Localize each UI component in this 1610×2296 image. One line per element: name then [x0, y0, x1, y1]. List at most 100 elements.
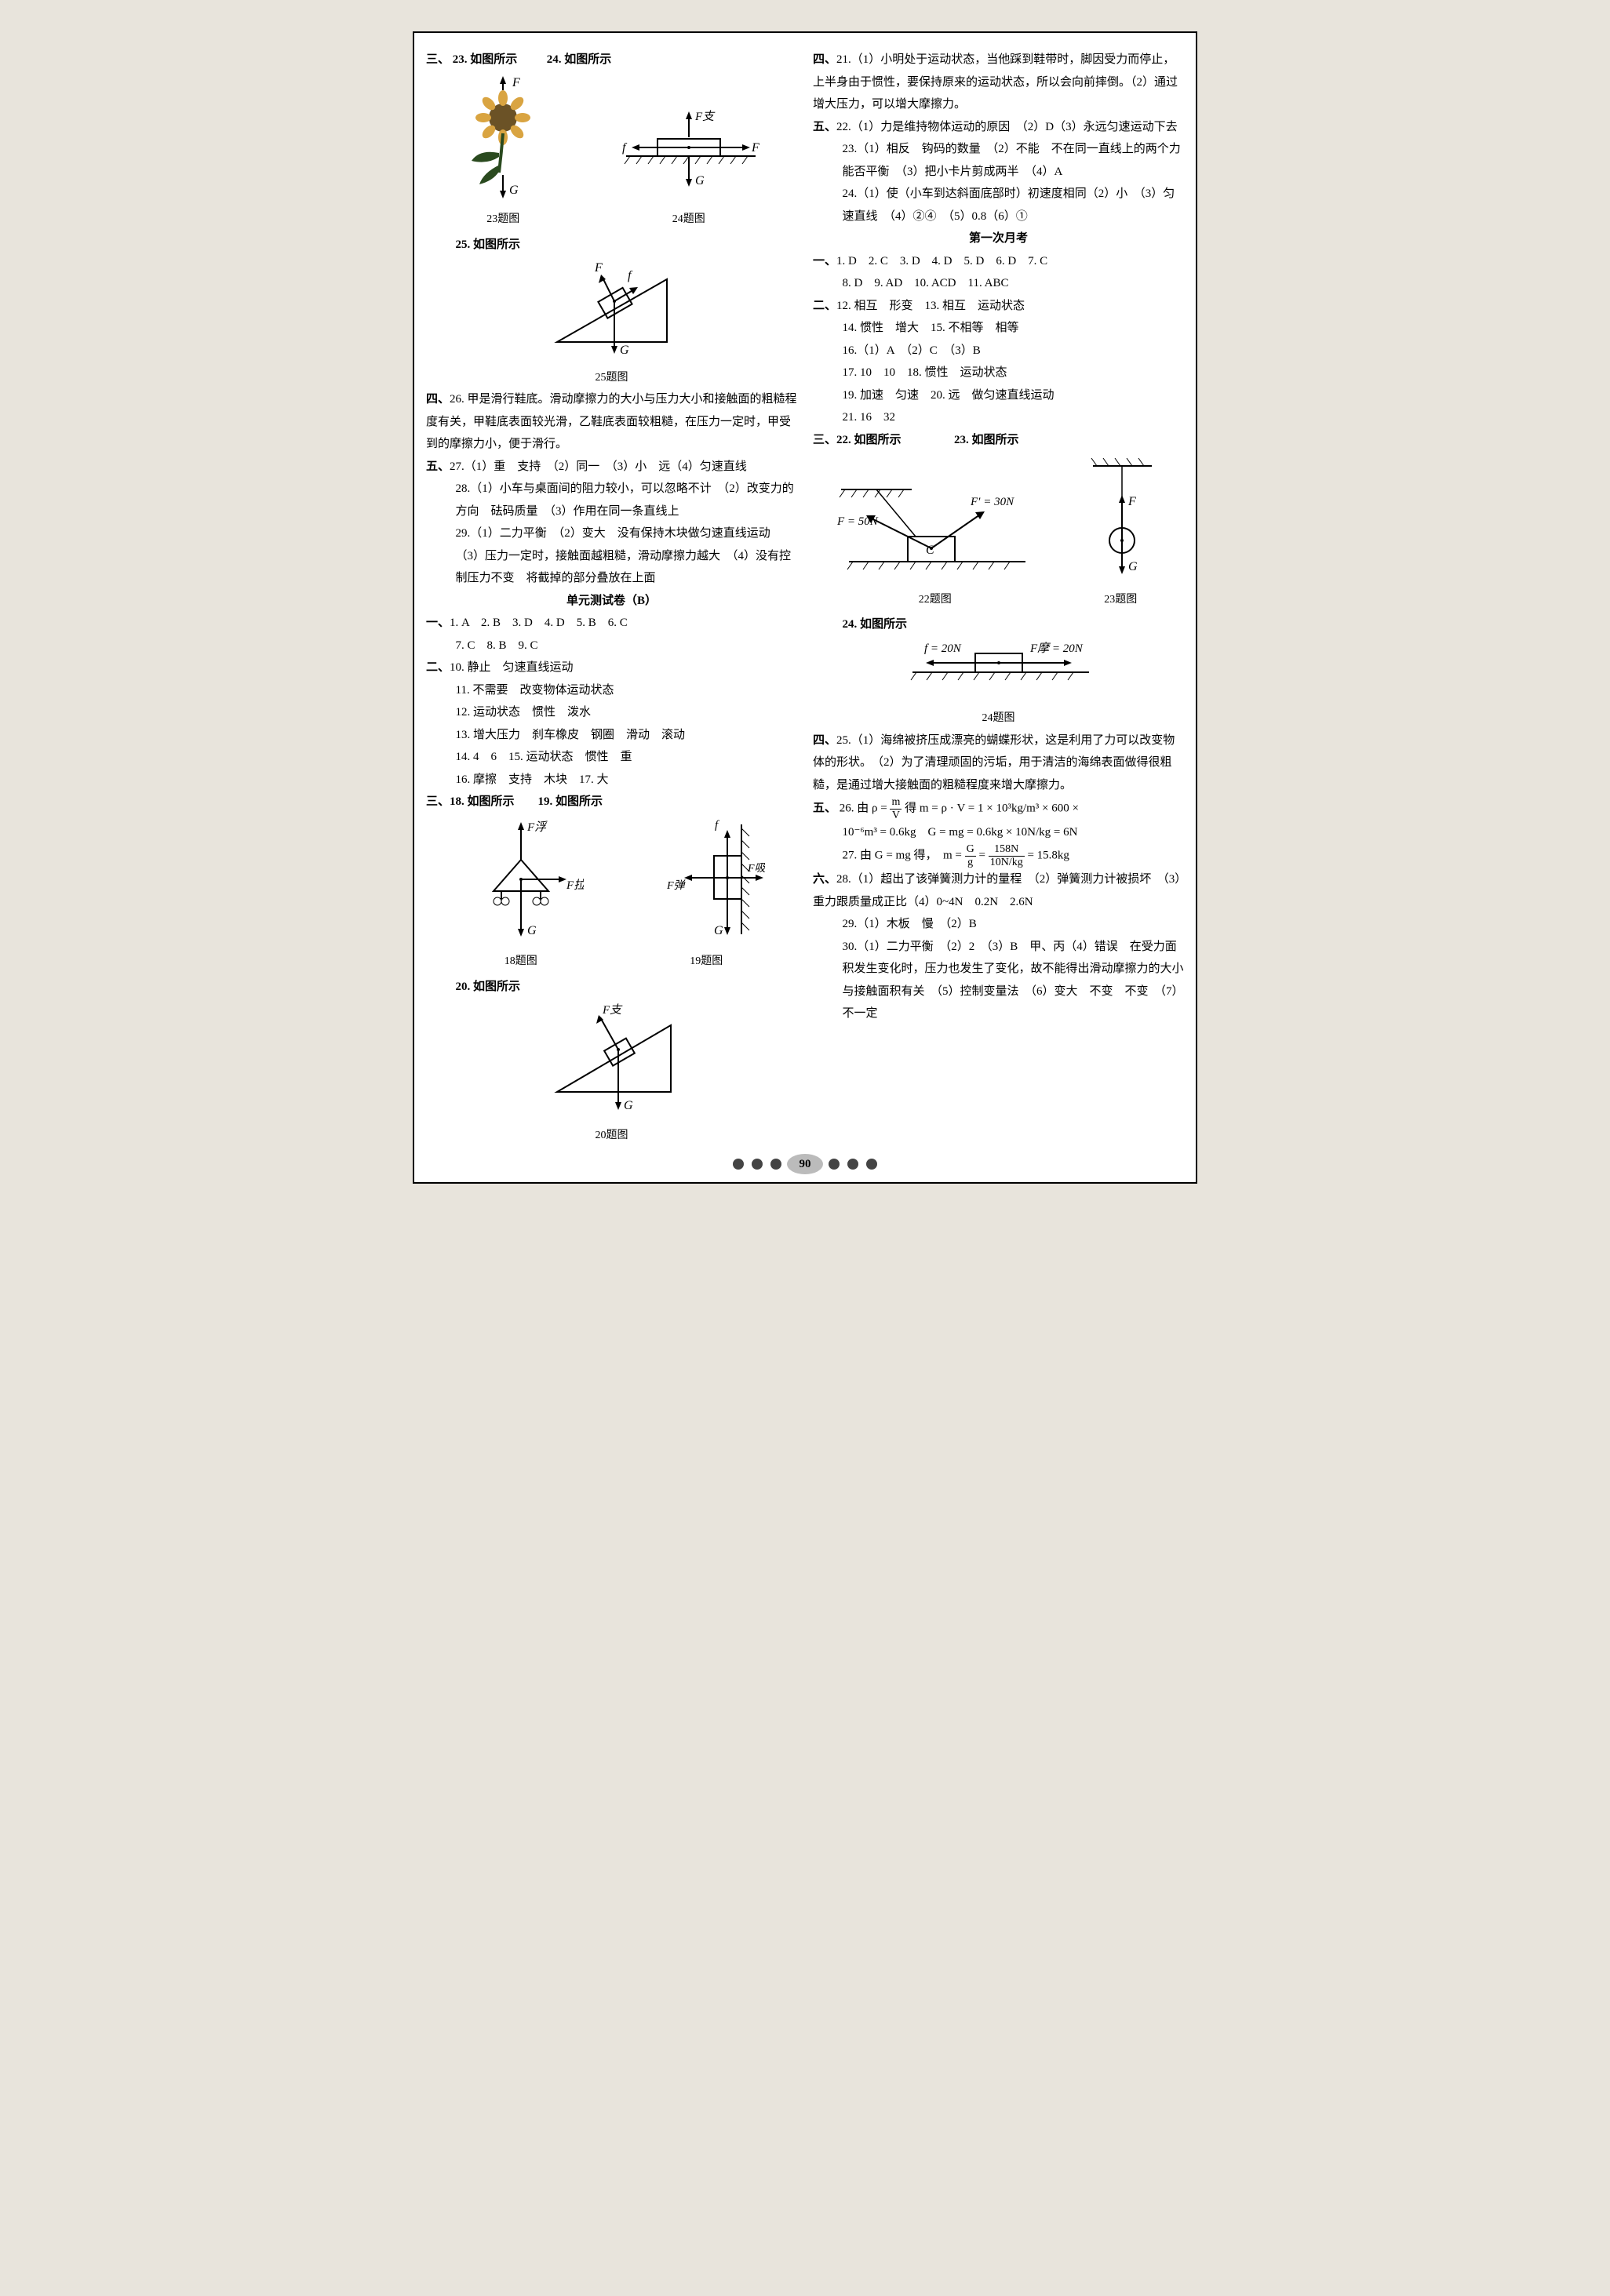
sunflower-diagram: F: [456, 75, 550, 200]
figure-23: F: [456, 75, 550, 231]
label-G: G: [509, 184, 519, 197]
text-line: 24.（1）使（小车到达斜面底部时）初速度相同（2）小 （3）匀速直线 （4）②…: [813, 183, 1184, 227]
section-label: 五、: [813, 121, 836, 133]
text-line: 14. 惯性 增大 15. 不相等 相等: [813, 317, 1184, 340]
incline-20-diagram: F支 G: [534, 998, 690, 1115]
dot-icon: [829, 1159, 840, 1170]
q19-label: 19. 如图所示: [538, 795, 603, 808]
figure-19: f F弹 F吸 G 19题图: [647, 817, 765, 973]
q25-label: 25. 如图所示: [456, 238, 521, 251]
text-line: 27. 由 G = mg 得， m = Gg = 158N10N/kg = 15…: [813, 843, 1184, 868]
section-label: 四、: [813, 734, 836, 747]
unit-B-title: 单元测试卷（B）: [426, 590, 797, 613]
page: 三、 23. 如图所示 24. 如图所示 F: [413, 31, 1197, 1184]
section-label: 五、: [426, 460, 450, 473]
figure-23r: F G 23题图: [1077, 454, 1164, 610]
label-Ffu: F浮: [526, 821, 548, 834]
text-line: 7. C 8. B 9. C: [426, 635, 797, 657]
label-F50: F = 50N: [836, 515, 879, 528]
text-line: 三、22. 如图所示 23. 如图所示: [813, 429, 1184, 452]
caption: 19题图: [647, 952, 765, 973]
dot-icon: [866, 1159, 877, 1170]
text-line: 28.（1）小车与桌面间的阻力较小，可以忽略不计 （2）改变力的方向 砝码质量 …: [426, 478, 797, 522]
caption: 23题图: [1077, 590, 1164, 611]
page-footer: 90: [426, 1154, 1184, 1174]
answer-text: 22.（1）力是维持物体运动的原因 （2）D（3）永远匀速运动下去: [836, 121, 1178, 133]
wall-block-diagram: f F弹 F吸 G: [647, 817, 765, 942]
text-line: 六、28.（1）超出了该弹簧测力计的量程 （2）弹簧测力计被损坏 （3）重力跟质…: [813, 868, 1184, 913]
text-line: 16.（1）A （2）C （3）B: [813, 340, 1184, 362]
section-label: 一、: [813, 255, 836, 267]
text-line: 16. 摩擦 支持 木块 17. 大: [426, 769, 797, 791]
text-line: 11. 不需要 改变物体运动状态: [426, 679, 797, 702]
figure-24: F支 F f: [610, 106, 767, 231]
label-F: F: [751, 141, 759, 155]
figure-22: C F = 50N F′ = 30N 22题图: [833, 462, 1037, 610]
text-line: 二、10. 静止 匀速直线运动: [426, 657, 797, 679]
text-line: 25. 如图所示: [426, 234, 797, 257]
label-Fz: F支: [602, 1003, 623, 1017]
caption: 20题图: [426, 1126, 797, 1147]
dot-icon: [770, 1159, 781, 1170]
section-label: 四、: [426, 393, 450, 406]
text-line: 29.（1）木板 慢 （2）B: [813, 913, 1184, 936]
text-line: 23.（1）相反 钩码的数量 （2）不能 不在同一直线上的两个力能否平衡 （3）…: [813, 138, 1184, 183]
label-Fmo: F摩 = 20N: [1029, 642, 1084, 655]
answer-text: 得 m = ρ · V = 1 × 10³kg/m³ × 600 ×: [905, 802, 1079, 815]
answer-text: 1. D 2. C 3. D 4. D 5. D 6. D 7. C: [836, 255, 1047, 267]
text-line: 五、 26. 由 ρ = mV 得 m = ρ · V = 1 × 10³kg/…: [813, 796, 1184, 821]
text-line: 四、25.（1）海绵被挤压成漂亮的蝴蝶形状，这是利用了力可以改变物体的形状。 （…: [813, 730, 1184, 797]
figure-20: F支 G 20题图: [426, 998, 797, 1146]
answer-text: 1. A 2. B 3. D 4. D 5. B 6. C: [450, 617, 628, 629]
text-line: 五、27.（1）重 支持 （2）同一 （3）小 远（4）匀速直线: [426, 456, 797, 478]
dot-icon: [733, 1159, 744, 1170]
section-label: 五、: [813, 802, 836, 815]
text-line: 四、21.（1）小明处于运动状态，当他踩到鞋带时，脚因受力而停止，上半身由于惯性…: [813, 49, 1184, 116]
text-line: 8. D 9. AD 10. ACD 11. ABC: [813, 272, 1184, 295]
q24-label: 24. 如图所示: [843, 618, 908, 631]
label-G: G: [695, 174, 705, 187]
label-f: f: [622, 141, 628, 155]
answer-text: 28.（1）超出了该弹簧测力计的量程 （2）弹簧测力计被损坏 （3）重力跟质量成…: [813, 873, 1181, 908]
fraction: 158N10N/kg: [989, 843, 1025, 868]
q20-label: 20. 如图所示: [456, 981, 521, 993]
q24-label: 24. 如图所示: [547, 53, 612, 66]
label-F: F: [512, 76, 520, 89]
exam-title: 第一次月考: [813, 227, 1184, 250]
section-label: 一、: [426, 617, 450, 629]
text-line: 24. 如图所示: [813, 613, 1184, 636]
text-line: 一、1. D 2. C 3. D 4. D 5. D 6. D 7. C: [813, 250, 1184, 273]
label-f: f: [628, 269, 633, 282]
columns: 三、 23. 如图所示 24. 如图所示 F: [426, 49, 1184, 1146]
figure-25: F f G 25题图: [426, 256, 797, 388]
right-column: 四、21.（1）小明处于运动状态，当他踩到鞋带时，脚因受力而停止，上半身由于惯性…: [813, 49, 1184, 1146]
q22-label: 22. 如图所示: [836, 434, 902, 446]
left-column: 三、 23. 如图所示 24. 如图所示 F: [426, 49, 797, 1146]
text-line: 21. 16 32: [813, 406, 1184, 429]
fraction: Gg: [965, 843, 976, 868]
text-line: 13. 增大压力 刹车橡皮 钢圈 滑动 滚动: [426, 724, 797, 747]
answer-text: = 15.8kg: [1027, 850, 1069, 862]
answer-text: 25.（1）海绵被挤压成漂亮的蝴蝶形状，这是利用了力可以改变物体的形状。 （2）…: [813, 734, 1175, 791]
answer-text: 26. 由 ρ =: [840, 802, 887, 815]
answer-text: =: [978, 850, 985, 862]
section-label: 三、: [426, 53, 450, 66]
label-G: G: [527, 924, 537, 937]
label-f: f: [715, 819, 719, 831]
figure-row-22-23: C F = 50N F′ = 30N 22题图: [813, 454, 1184, 610]
text-line: 20. 如图所示: [426, 976, 797, 999]
block-pull-diagram: C F = 50N F′ = 30N: [833, 462, 1037, 580]
q23-label: 23. 如图所示: [954, 434, 1019, 446]
label-Fxi: F吸: [747, 863, 765, 875]
answer-text: 10. 静止 匀速直线运动: [450, 661, 574, 674]
figure-18: F浮 F拉 G: [458, 817, 584, 973]
figure-row-23-24: F: [426, 75, 797, 231]
text-line: 二、12. 相互 形变 13. 相互 运动状态: [813, 295, 1184, 318]
label-G: G: [624, 1099, 633, 1112]
label-Ftan: F弹: [666, 879, 687, 892]
text-line: 14. 4 6 15. 运动状态 惯性 重: [426, 746, 797, 769]
section-label: 二、: [426, 661, 450, 674]
answer-text: 27. 由 G = mg 得， m =: [843, 850, 962, 862]
page-number: 90: [787, 1154, 823, 1174]
label-Fla: F拉: [566, 879, 584, 892]
